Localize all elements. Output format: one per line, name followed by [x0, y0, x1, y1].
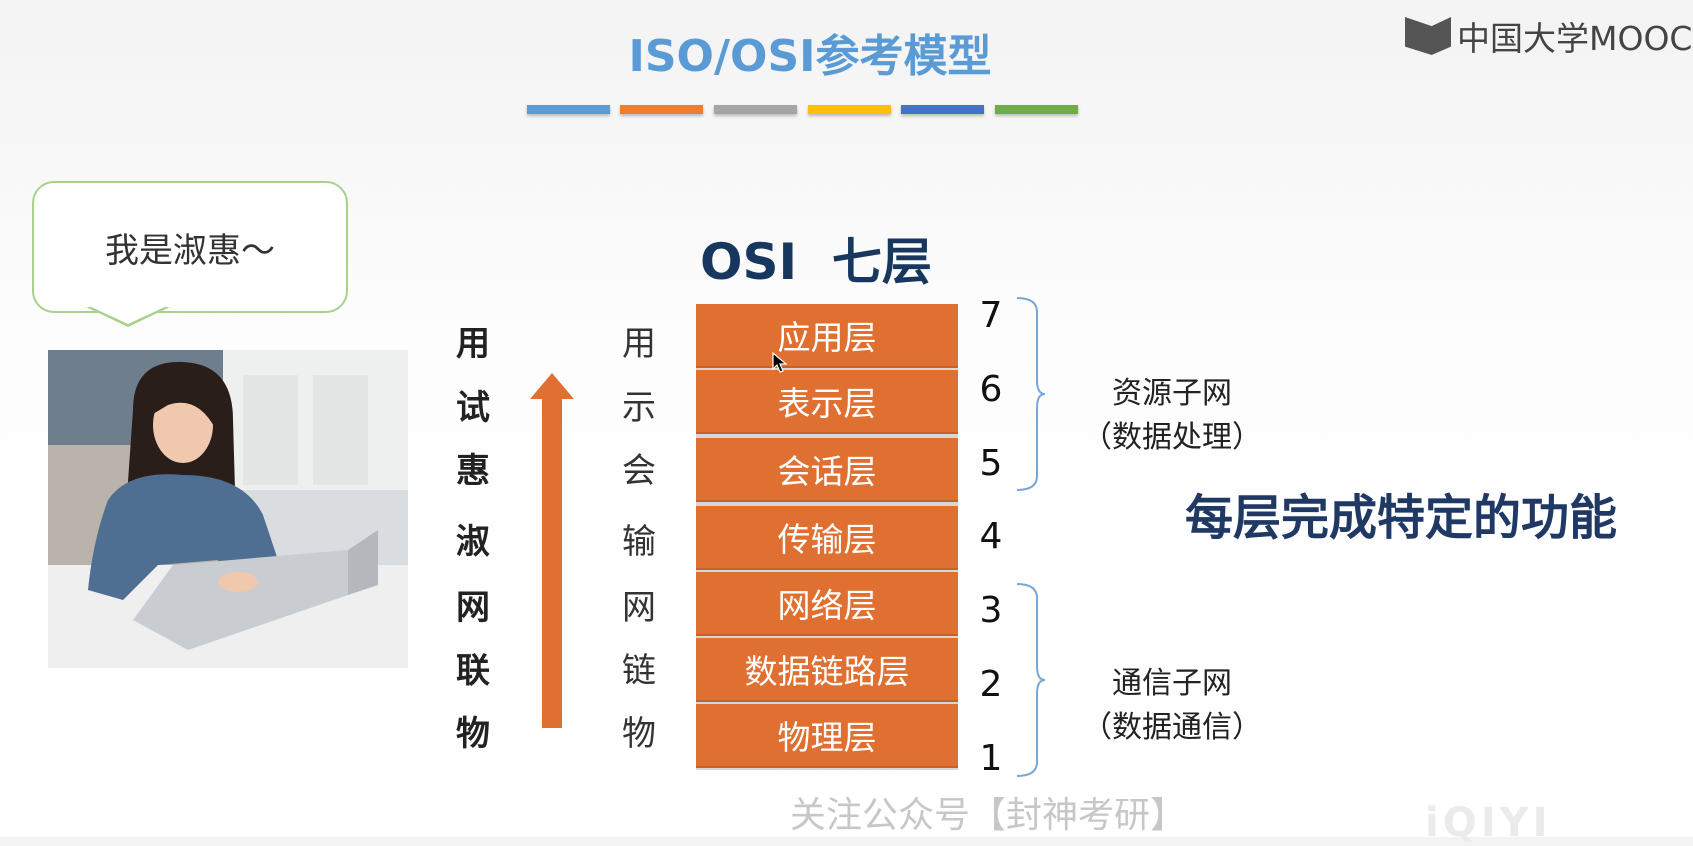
mnemonic-char: 网 [456, 588, 490, 628]
upward-arrow-shaft [542, 398, 562, 728]
mouse-cursor-icon [772, 352, 788, 373]
slide-title: ISO/OSI参考模型 [628, 31, 992, 82]
layer-session: 会话层 [696, 438, 958, 502]
layer-number: 6 [979, 369, 1003, 410]
title-bar-green [995, 105, 1078, 114]
mnemonic-char: 用 [456, 324, 490, 364]
layer-short-char: 示 [622, 388, 656, 428]
highlight-statement: 每层完成特定的功能 [1185, 490, 1618, 546]
upward-arrow-head [530, 373, 574, 399]
iqiyi-watermark: iQIYI [1425, 800, 1552, 846]
layer-short-char: 输 [622, 522, 656, 562]
osi-heading: OSI 七层 [700, 233, 932, 291]
layer-data-link: 数据链路层 [696, 638, 958, 702]
speech-bubble-text: 我是淑惠～ [105, 231, 275, 271]
layer-short-char: 用 [622, 324, 656, 364]
resource-subnet-label: 资源子网 （数据处理） [1062, 372, 1282, 460]
layer-number: 7 [979, 295, 1003, 336]
mnemonic-char: 物 [456, 714, 490, 754]
layer-short-char: 物 [622, 714, 656, 754]
logo-text: 中国大学MOOC [1457, 19, 1693, 58]
mnemonic-char: 淑 [456, 522, 490, 562]
title-bar-yellow [808, 105, 891, 114]
layer-number: 3 [979, 590, 1003, 631]
mnemonic-char: 惠 [456, 451, 490, 491]
title-bar-blue [527, 105, 610, 114]
title-bar-orange [620, 105, 703, 114]
communication-subnet-brace [1016, 583, 1045, 777]
title-bar-gray [714, 105, 797, 114]
title-bar-darkblue [901, 105, 984, 114]
mooc-book-icon [1405, 17, 1451, 55]
layer-short-char: 会 [622, 451, 656, 491]
layer-short-char: 网 [622, 588, 656, 628]
speech-bubble-tail-fill [89, 306, 167, 324]
layer-presentation: 表示层 [696, 370, 958, 434]
layer-network: 网络层 [696, 572, 958, 636]
layer-number: 1 [979, 738, 1003, 779]
communication-subnet-title: 通信子网 [1112, 666, 1232, 701]
communication-subnet-subtitle: （数据通信） [1082, 710, 1262, 745]
communication-subnet-label: 通信子网 （数据通信） [1062, 662, 1282, 750]
resource-subnet-subtitle: （数据处理） [1082, 420, 1262, 455]
layer-transport: 传输层 [696, 506, 958, 570]
layer-physical: 物理层 [696, 704, 958, 768]
mnemonic-char: 试 [456, 388, 490, 428]
speech-bubble: 我是淑惠～ [32, 181, 348, 313]
presenter-photo [48, 350, 408, 668]
osi-layer-stack: 应用层 表示层 会话层 传输层 网络层 数据链路层 物理层 [696, 304, 958, 770]
layer-application: 应用层 [696, 304, 958, 368]
resource-subnet-brace [1016, 297, 1045, 491]
layer-short-char: 链 [622, 651, 656, 691]
layer-number: 5 [979, 443, 1003, 484]
resource-subnet-title: 资源子网 [1112, 376, 1232, 411]
watermark-text: 关注公众号【封神考研】 [790, 795, 1187, 836]
mnemonic-char: 联 [456, 651, 490, 691]
layer-number: 2 [979, 664, 1003, 705]
layer-number: 4 [979, 516, 1003, 557]
mooc-logo: 中国大学MOOC [1405, 12, 1692, 60]
